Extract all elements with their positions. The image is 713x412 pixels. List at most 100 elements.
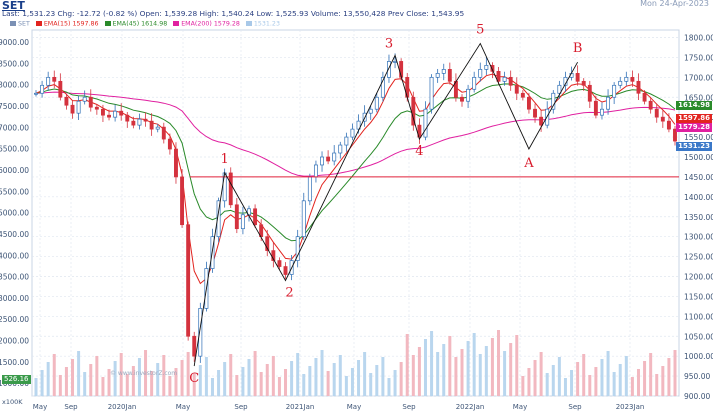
- volume-bar: [320, 350, 324, 396]
- volume-bar: [618, 364, 622, 396]
- price-tick-label: 950.00: [684, 372, 710, 381]
- candle-body: [344, 136, 349, 146]
- candle-body: [155, 126, 160, 130]
- volume-bar: [204, 357, 208, 396]
- candle-body: [143, 118, 148, 122]
- volume-bar: [417, 347, 421, 396]
- volume-tick-label: 2000.00: [0, 337, 29, 346]
- symbol-title[interactable]: SET: [2, 0, 25, 12]
- legend-swatch: [35, 21, 42, 26]
- volume-bar: [442, 344, 446, 396]
- candle-body: [76, 100, 81, 114]
- volume-bar: [180, 360, 184, 396]
- x-tick-label: May: [513, 403, 527, 411]
- volume-bar: [223, 362, 227, 396]
- volume-bar: [265, 364, 269, 396]
- candle-body: [52, 76, 57, 82]
- candle-body: [514, 84, 519, 94]
- candle-body: [247, 208, 251, 216]
- volume-bar: [478, 354, 482, 396]
- candle-body: [216, 200, 221, 238]
- price-tick-label: 1750.00: [684, 53, 713, 62]
- volume-bar: [551, 365, 555, 396]
- volume-bar: [582, 354, 586, 396]
- volume-bar: [131, 366, 135, 396]
- volume-bar: [454, 357, 458, 396]
- candle-body: [198, 308, 203, 357]
- candle-body: [107, 114, 111, 118]
- volume-bar: [630, 377, 634, 396]
- volume-bar: [150, 371, 154, 396]
- candle-body: [58, 80, 63, 98]
- candle-body: [642, 92, 647, 102]
- volume-bar: [271, 356, 275, 396]
- volume-bar: [563, 378, 567, 396]
- candle-body: [447, 69, 452, 82]
- volume-bar: [192, 373, 196, 396]
- price-tick-label: 1050.00: [684, 332, 713, 341]
- volume-bar: [411, 355, 415, 396]
- volume-bar: [509, 343, 513, 396]
- volume-tick-label: 3000.00: [0, 294, 29, 303]
- candle-body: [320, 156, 324, 166]
- volume-bar: [636, 369, 640, 396]
- candle-body: [149, 120, 154, 130]
- candle-body: [350, 128, 355, 138]
- legend-swatch: [10, 21, 16, 26]
- volume-bar: [125, 374, 129, 396]
- candle-body: [368, 108, 373, 114]
- volume-tick-label: 7500.00: [0, 102, 29, 111]
- volume-bar: [399, 362, 403, 396]
- legend-swatch: [104, 21, 111, 26]
- volume-bar: [606, 351, 610, 396]
- volume-bar: [253, 351, 257, 396]
- volume-bar: [332, 363, 336, 396]
- candle-body: [380, 76, 385, 98]
- volume-tick-label: 4500.00: [0, 230, 29, 239]
- volume-bar: [186, 352, 190, 396]
- candle-body: [295, 236, 300, 261]
- candle-body: [526, 96, 531, 110]
- candle-body: [338, 144, 343, 154]
- quote-line: Last: 1,531.23 Chg: -12.72 (-0.82 %) Ope…: [2, 9, 465, 18]
- candle-body: [648, 100, 653, 110]
- price-tick-label: 1800.00: [684, 34, 713, 43]
- price-tick-label: 1250.00: [684, 253, 713, 262]
- volume-tick-label: 7000.00: [0, 123, 29, 132]
- candle-body: [100, 108, 105, 116]
- candle-body: [161, 126, 166, 140]
- x-tick-label: Sep: [234, 403, 248, 411]
- price-tick-label: 1100.00: [684, 312, 713, 321]
- wave-label: C: [189, 371, 199, 386]
- volume-bar: [588, 375, 592, 396]
- candle-body: [180, 176, 185, 226]
- candle-body: [186, 224, 191, 337]
- wave-label: 4: [415, 144, 423, 159]
- candle-body: [539, 116, 544, 126]
- candle-body: [490, 65, 495, 72]
- volume-tick-label: 3500.00: [0, 273, 29, 282]
- volume-bar: [290, 361, 294, 396]
- candle-body: [356, 120, 361, 130]
- volume-bar: [436, 352, 440, 396]
- volume-bar: [77, 351, 81, 396]
- volume-bar: [460, 349, 464, 396]
- x-tick-label: 2020Jan: [108, 403, 137, 411]
- price-tick-label: 1000.00: [684, 352, 713, 361]
- volume-bar: [497, 330, 501, 396]
- candle-body: [557, 84, 562, 94]
- volume-bar: [466, 341, 470, 396]
- price-tick-label: 1500.00: [684, 153, 713, 162]
- volume-tick-label: 5500.00: [0, 187, 29, 196]
- volume-bar: [448, 336, 452, 396]
- candle-body: [624, 76, 629, 82]
- candle-body: [654, 108, 659, 118]
- volume-bar: [533, 360, 537, 396]
- volume-tick-label: 6000.00: [0, 166, 29, 175]
- volume-bar: [576, 362, 580, 396]
- volume-bar: [661, 366, 665, 396]
- candle-body: [593, 100, 598, 116]
- plot-frame: [31, 29, 680, 397]
- volume-bar: [527, 368, 531, 396]
